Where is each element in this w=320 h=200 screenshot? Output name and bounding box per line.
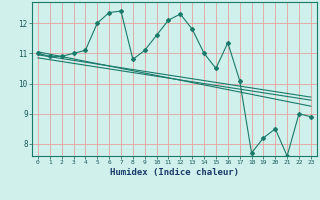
X-axis label: Humidex (Indice chaleur): Humidex (Indice chaleur) [110,168,239,177]
